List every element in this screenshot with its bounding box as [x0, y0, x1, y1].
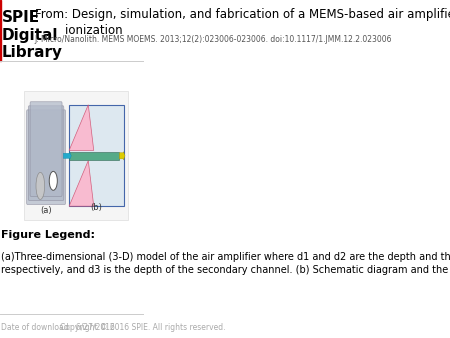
Text: (a)Three-dimensional (3-D) model of the air amplifier where d1 and d2 are the de: (a)Three-dimensional (3-D) model of the … — [1, 252, 450, 275]
Bar — [69, 105, 124, 206]
Bar — [69, 152, 119, 160]
FancyBboxPatch shape — [27, 110, 66, 204]
Polygon shape — [69, 161, 94, 206]
Circle shape — [49, 171, 57, 190]
Text: From: Design, simulation, and fabrication of a MEMS-based air amplifier for elec: From: Design, simulation, and fabricatio… — [35, 8, 450, 38]
FancyBboxPatch shape — [28, 106, 64, 200]
Text: SPIE
Digital
Library: SPIE Digital Library — [1, 10, 63, 60]
Ellipse shape — [36, 172, 45, 199]
FancyArrow shape — [119, 151, 125, 160]
Text: Copyright © 2016 SPIE. All rights reserved.: Copyright © 2016 SPIE. All rights reserv… — [60, 323, 226, 332]
Bar — [0, 0, 1, 61]
FancyBboxPatch shape — [30, 102, 62, 196]
Text: Figure Legend:: Figure Legend: — [1, 230, 95, 240]
Text: (b): (b) — [90, 202, 103, 212]
Polygon shape — [69, 105, 94, 150]
Text: Date of download:  6/27/2016: Date of download: 6/27/2016 — [1, 323, 115, 332]
Bar — [24, 91, 128, 220]
Text: (a): (a) — [40, 206, 52, 215]
FancyArrow shape — [63, 152, 71, 159]
Text: J. Micro/Nanolith. MEMS MOEMS. 2013;12(2):023006-023006. doi:10.1117/1.JMM.12.2.: J. Micro/Nanolith. MEMS MOEMS. 2013;12(2… — [35, 35, 392, 45]
